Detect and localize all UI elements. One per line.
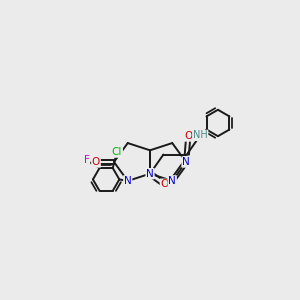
Text: NH: NH [193,130,208,140]
Text: N: N [168,176,176,186]
Text: Cl: Cl [112,147,122,157]
Text: O: O [92,157,100,167]
Text: N: N [124,176,132,186]
Text: N: N [182,157,190,167]
Text: O: O [184,131,192,141]
Text: O: O [160,179,169,189]
Text: N: N [146,169,154,179]
Text: F: F [84,155,89,166]
